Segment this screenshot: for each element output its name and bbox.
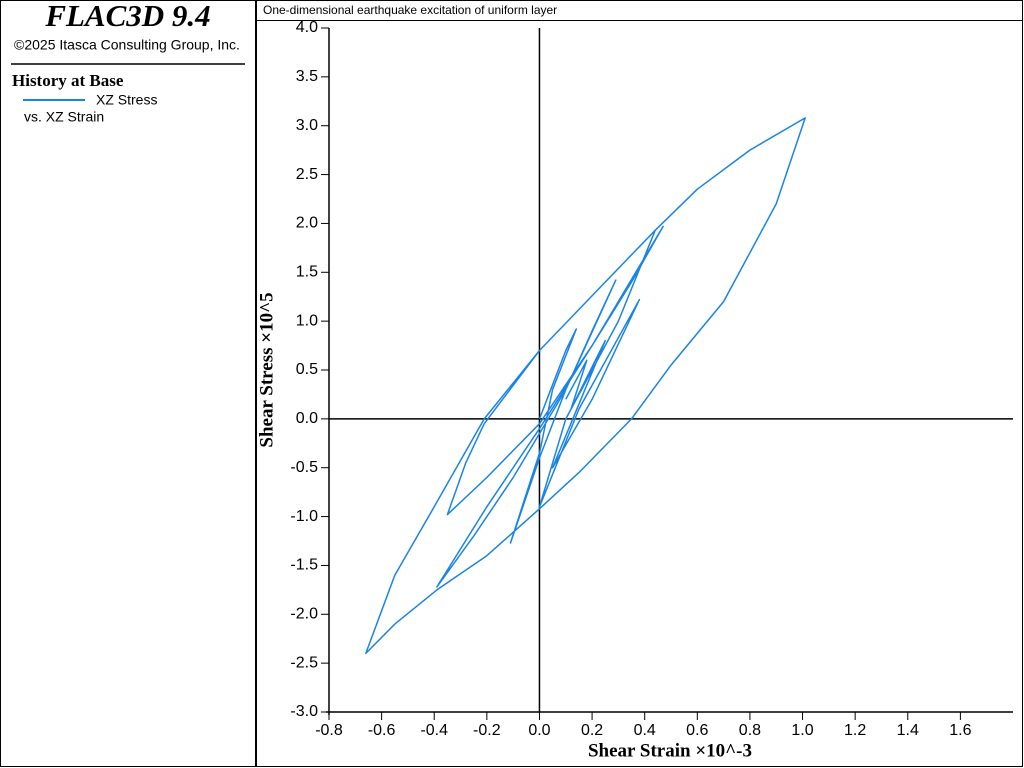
y-tick-label: 1.0 [296,312,318,329]
x-tick-label: 1.4 [897,722,919,739]
app-title: FLAC3D 9.4 [44,0,210,33]
legend-label: XZ Stress [96,92,157,108]
y-tick-label: 4.0 [296,19,318,36]
x-tick-label: 1.0 [791,722,813,739]
y-tick-label: -2.0 [290,606,318,623]
x-tick-label: 0.4 [634,722,656,739]
chart-title: One-dimensional earthquake excitation of… [263,3,557,17]
x-tick-label: 1.6 [949,722,971,739]
y-tick-label: 2.5 [296,166,318,183]
title-box [256,0,1023,21]
copyright: ©2025 Itasca Consulting Group, Inc. [14,37,240,53]
y-tick-label: 2.0 [296,215,318,232]
x-tick-label: 0.6 [686,722,708,739]
y-tick-label: 3.0 [296,117,318,134]
legend-subtitle: vs. XZ Strain [24,109,104,125]
x-tick-label: -0.4 [420,722,448,739]
y-tick-label: -1.0 [290,508,318,525]
y-tick-label: -3.0 [290,703,318,720]
x-tick-label: -0.6 [368,722,396,739]
legend-title: History at Base [12,71,124,90]
y-tick-label: 0.5 [296,361,318,378]
y-tick-label: -2.5 [290,654,318,671]
x-axis-label: Shear Strain ×10^-3 [588,740,752,761]
side-panel [0,0,256,767]
x-tick-label: 1.2 [844,722,866,739]
y-axis-label: Shear Stress ×10^5 [256,292,277,447]
x-tick-label: -0.2 [473,722,501,739]
plot-panel [256,0,1023,767]
x-tick-label: -0.8 [315,722,343,739]
x-tick-label: 0.2 [581,722,603,739]
y-tick-label: 1.5 [296,264,318,281]
data-line [365,117,806,655]
y-tick-label: -0.5 [290,459,318,476]
x-tick-label: 0.0 [528,722,550,739]
y-tick-label: -1.5 [290,557,318,574]
y-tick-label: 0.0 [296,410,318,427]
y-tick-label: 3.5 [296,68,318,85]
x-tick-label: 0.8 [739,722,761,739]
